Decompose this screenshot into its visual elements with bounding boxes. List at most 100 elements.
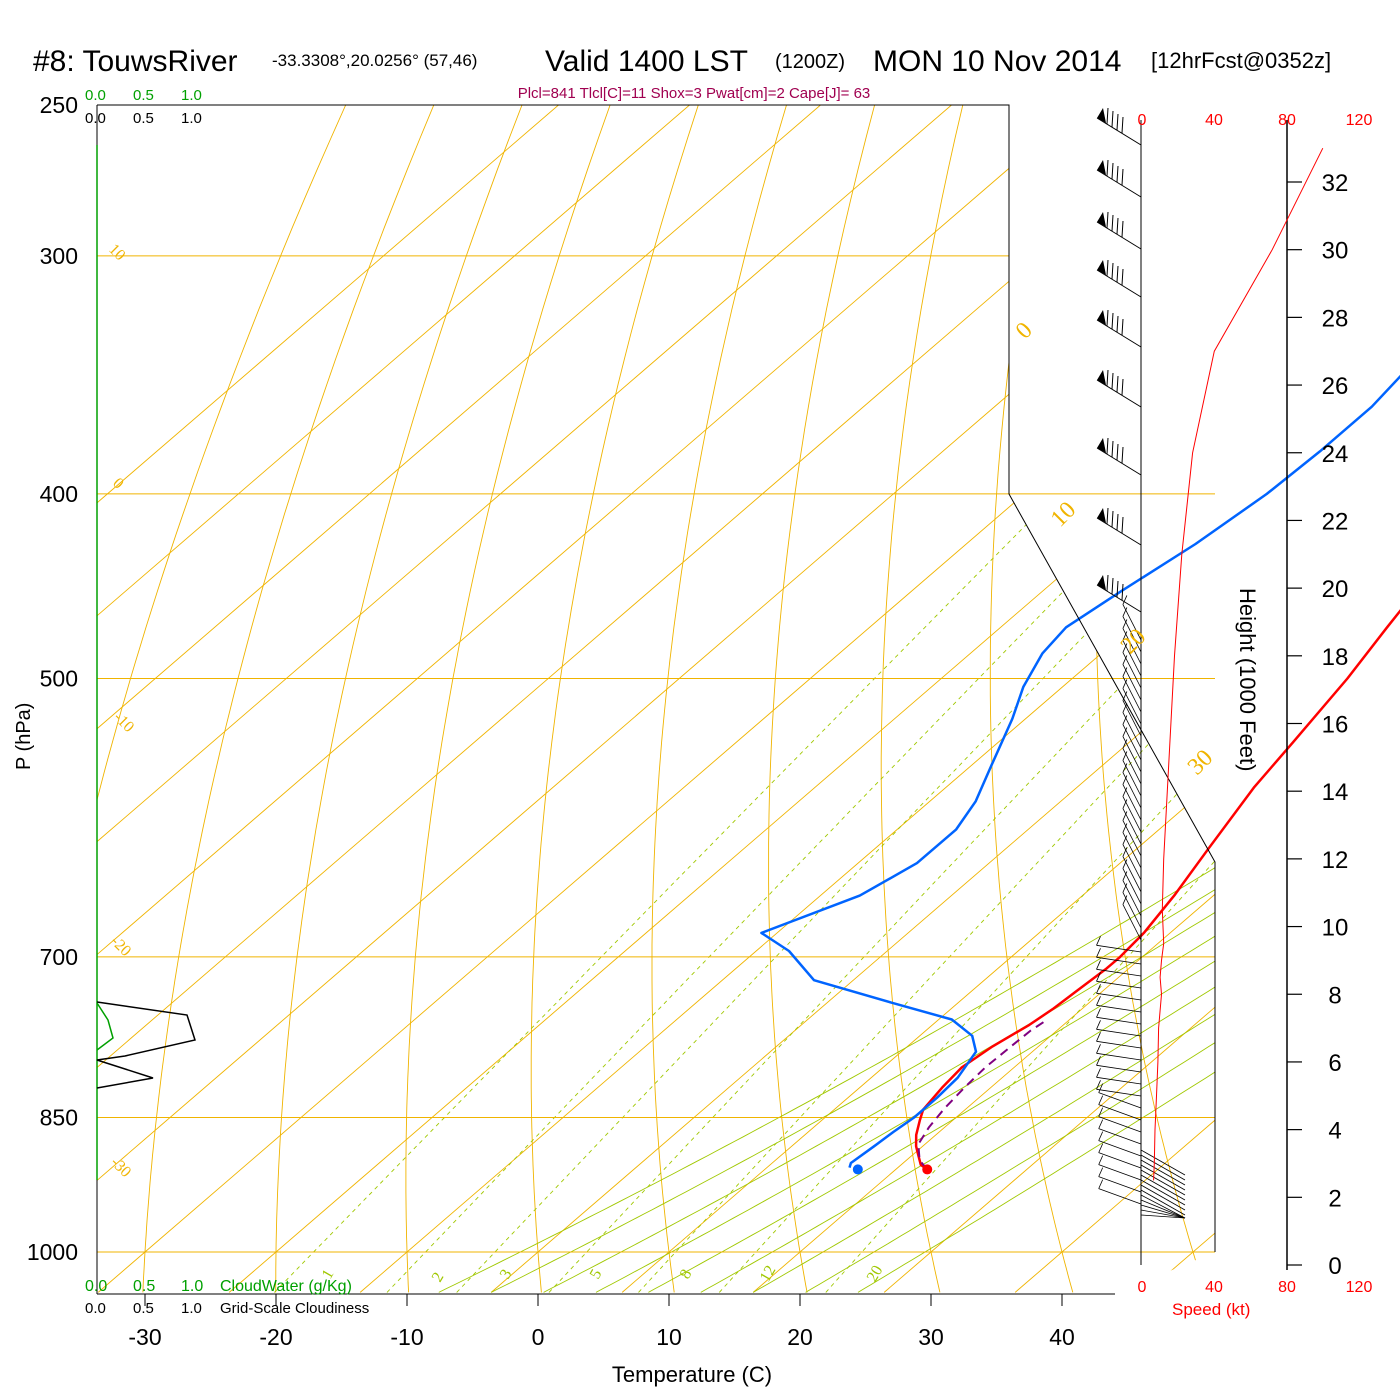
parcel-profile: [917, 1018, 1049, 1171]
isotherm: [883, 105, 1215, 1293]
mixing-ratio-line: [274, 493, 1058, 1293]
dry-adiabat-label--30: -30: [107, 1154, 134, 1181]
wind-barb-feather: [1106, 259, 1109, 277]
wind-barb-feather: [1098, 1083, 1104, 1093]
height-label-10: 10: [1322, 915, 1349, 942]
cloud-scale-top-green-2: 1.0: [181, 87, 202, 104]
wind-barb-feather: [1116, 315, 1119, 333]
wind-barb-feather: [1116, 375, 1119, 393]
wind-barb-pennant: [1097, 260, 1106, 275]
x-tick-label-20: 20: [787, 1324, 813, 1350]
wind-barb-feather: [1096, 1044, 1101, 1054]
pressure-label-500: 500: [40, 666, 78, 692]
x-tick-label-10: 10: [656, 1324, 682, 1350]
wind-barb-feather: [1122, 655, 1128, 665]
wind-barb-feather: [1096, 996, 1101, 1006]
dry-adiabat: [768, 105, 876, 1293]
pressure-label-400: 400: [40, 481, 78, 507]
height-label-22: 22: [1322, 508, 1349, 535]
wind-barb-feather: [1111, 214, 1114, 232]
cloudiness-label: Grid-Scale Cloudiness: [220, 1300, 369, 1317]
x-tick-label--30: -30: [128, 1324, 161, 1350]
wind-barb-feather: [1098, 1131, 1104, 1141]
x-tick-label--10: -10: [390, 1324, 423, 1350]
wind-barb-staff: [1140, 1164, 1186, 1191]
y-axis-title: P (hPa): [13, 703, 35, 770]
wind-barb-feather: [1121, 168, 1124, 186]
pressure-label-1000: 1000: [27, 1239, 78, 1265]
wind-barb-staff: [1140, 1209, 1186, 1219]
wind-barb-feather: [1111, 510, 1114, 528]
cloud-scale-bottom: 0.0 0.5 1.0 CloudWater (g/Kg) 0.0 0.5 1.…: [85, 1278, 369, 1317]
wind-barb-feather: [1111, 577, 1114, 595]
wind-barb-staff: [1098, 1104, 1142, 1121]
wind-barb-staff: [1096, 379, 1142, 408]
wind-barb-feather: [1122, 727, 1128, 737]
dry-adiabat: [142, 105, 435, 1293]
cloudiness-profile: [96, 1001, 196, 1089]
isotherm: [97, 105, 1215, 1293]
isotherm: [97, 105, 559, 1293]
speed-ticks-top: 0 40 80 120: [1138, 112, 1373, 129]
dry-adiabat-label-20: 20: [1116, 624, 1151, 659]
speed-tick-top-120: 120: [1346, 112, 1373, 129]
wind-barb-feather: [1096, 1032, 1101, 1042]
wind-barb-feather: [1096, 936, 1101, 946]
wind-barb-feather: [1122, 823, 1128, 833]
wind-barb-feather: [1106, 211, 1109, 229]
moist-adiabat: [700, 105, 1215, 1293]
dry-adiabat: [530, 105, 699, 1293]
wind-barb-feather: [1106, 437, 1109, 455]
moist-adiabat: [438, 105, 1215, 1293]
wind-barb-feather: [1116, 580, 1119, 598]
wind-barb-staff: [1098, 1128, 1142, 1145]
wind-barb-pennant: [1097, 575, 1106, 590]
isobars: [97, 104, 1215, 1253]
isotherm: [490, 105, 1215, 1293]
dry-adiabat: [989, 105, 1074, 1293]
mixing-ratio-label-8: 8: [677, 1267, 696, 1282]
wind-barb-feather: [1122, 631, 1128, 641]
isotherm: [97, 105, 690, 1293]
wind-barb-pennant: [1097, 212, 1106, 227]
speed-tick-top-0: 0: [1138, 112, 1147, 129]
mixing-ratio-label-20: 20: [864, 1263, 887, 1285]
dry-adiabat: [1197, 105, 1215, 1293]
height-label-4: 4: [1328, 1118, 1341, 1145]
wind-barb-staff: [1140, 1194, 1186, 1219]
wind-barb-staff: [1098, 1092, 1142, 1109]
x-tick-label-30: 30: [918, 1324, 944, 1350]
dry-adiabat: [651, 105, 787, 1293]
wind-barb-staff: [1096, 1076, 1142, 1085]
wind-barb-feather: [1111, 110, 1114, 128]
wind-barb-feather: [1098, 1167, 1104, 1177]
wind-barb-pennant: [1097, 438, 1106, 453]
wind-barb-feather: [1116, 165, 1119, 183]
wind-barb-feather: [1122, 667, 1128, 677]
cloud-scale-top-green-0: 0.0: [85, 87, 106, 104]
isotherm: [97, 105, 1214, 1293]
wind-barb-feather: [1106, 574, 1109, 592]
wind-barb-staff: [1140, 1189, 1186, 1216]
wind-barb-staff: [1096, 1040, 1142, 1049]
mixing-ratio-line: [825, 493, 1215, 1293]
dry-adiabat: [275, 105, 523, 1293]
wind-barb-staff: [1096, 1052, 1142, 1061]
dry-adiabat-label-0: 0: [1011, 317, 1038, 344]
cloud-scale-bot-green-1: 0.5: [133, 1278, 155, 1295]
wind-barb-feather: [1122, 883, 1128, 893]
wind-barb-feather: [1122, 835, 1128, 845]
mixing-ratio-label-2: 2: [429, 1270, 448, 1285]
moist-adiabat: [857, 105, 1215, 1293]
temperature-profile: [914, 609, 1400, 1171]
wind-barb-feather: [1122, 715, 1128, 725]
cloud-scale-top-black-0: 0.0: [85, 110, 106, 127]
mixing-ratio-line: [386, 493, 1159, 1293]
wind-barb-feather: [1122, 775, 1128, 785]
moist-adiabat: [752, 105, 1215, 1293]
pressure-label-700: 700: [40, 944, 78, 970]
x-tick-label--20: -20: [259, 1324, 292, 1350]
wind-barb-feather: [1122, 739, 1128, 749]
wind-barb-feather: [1121, 378, 1124, 396]
